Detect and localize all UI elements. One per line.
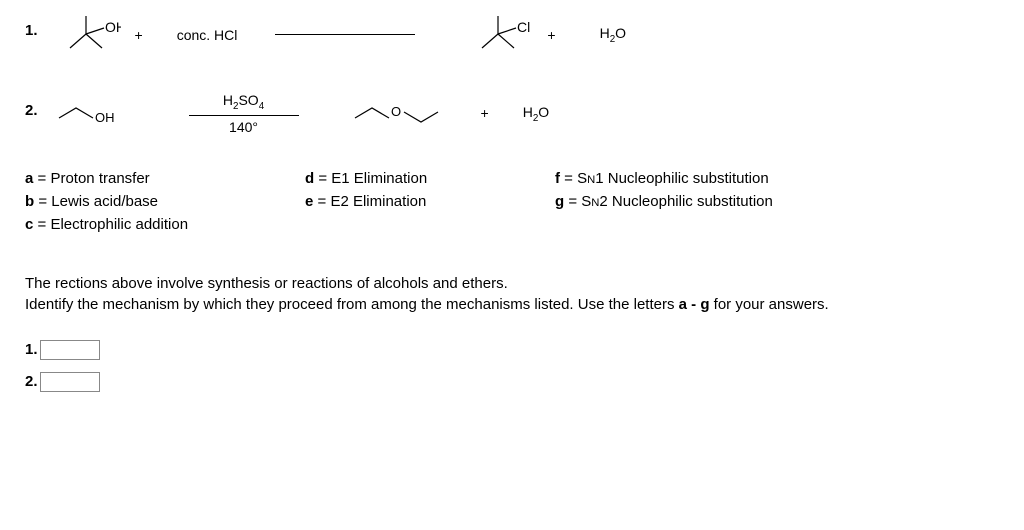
molecule-tert-butyl-chloride: Cl <box>463 12 533 57</box>
svg-text:OH: OH <box>95 110 115 125</box>
answer-2-input[interactable] <box>40 372 100 392</box>
option-b: b = Lewis acid/base <box>25 193 305 210</box>
reaction-2-number: 2. <box>25 102 38 119</box>
reaction-1-number: 1. <box>25 22 38 39</box>
reagent-temperature: 140° <box>229 119 258 135</box>
reaction-2: 2. OH H2SO4 140° O + H2O <box>25 92 999 135</box>
svg-text:O: O <box>391 104 401 119</box>
byproduct-water: H2O <box>523 104 549 124</box>
reagent-h2so4-block: H2SO4 140° <box>189 92 299 135</box>
option-a: a = Proton transfer <box>25 170 305 187</box>
answer-row-2: 2. <box>25 372 999 392</box>
molecule-tert-butanol: OH <box>51 12 121 57</box>
reagent-hcl: conc. HCl <box>177 27 238 43</box>
instruction-text: The rections above involve synthesis or … <box>25 273 999 315</box>
option-g: g = SN2 Nucleophilic substitution <box>555 193 905 210</box>
answer-row-1: 1. <box>25 340 999 360</box>
mechanism-options: a = Proton transfer d = E1 Elimination f… <box>25 170 999 233</box>
answer-1-label: 1. <box>25 341 38 358</box>
reaction-1: 1. OH + conc. HCl Cl + H2O <box>25 12 999 57</box>
plus-sign: + <box>547 27 555 43</box>
option-e: e = E2 Elimination <box>305 193 555 210</box>
byproduct-water: H2O <box>600 25 626 45</box>
plus-sign: + <box>481 105 489 121</box>
option-c: c = Electrophilic addition <box>25 216 305 233</box>
reagent-h2so4: H2SO4 <box>223 92 264 112</box>
answer-2-label: 2. <box>25 373 38 390</box>
option-d: d = E1 Elimination <box>305 170 555 187</box>
reaction-arrow-icon <box>275 34 415 35</box>
plus-sign: + <box>135 27 143 43</box>
molecule-ethanol: OH <box>51 98 131 128</box>
molecule-diethyl-ether: O <box>347 98 467 128</box>
svg-text:Cl: Cl <box>517 19 530 35</box>
svg-text:OH: OH <box>105 19 121 35</box>
answer-1-input[interactable] <box>40 340 100 360</box>
option-f: f = SN1 Nucleophilic substitution <box>555 170 905 187</box>
